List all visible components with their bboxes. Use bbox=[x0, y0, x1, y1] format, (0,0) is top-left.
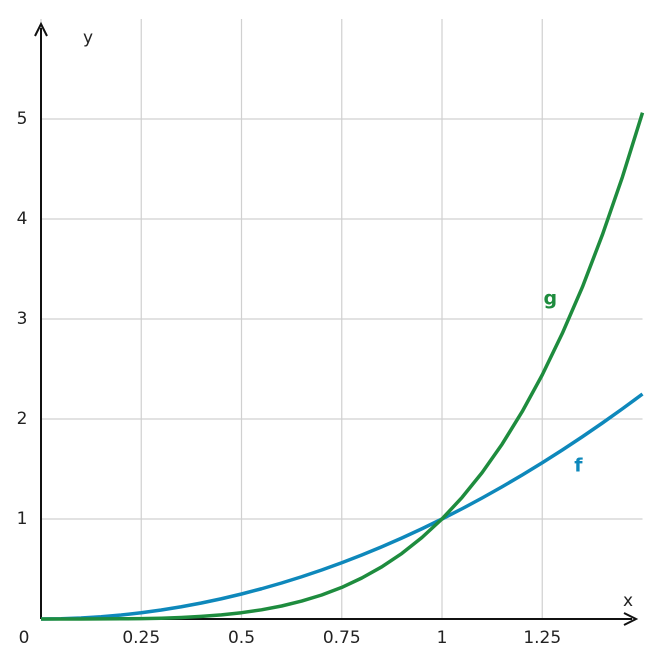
x-axis-arrow bbox=[623, 612, 639, 626]
x-tick-label: 1.25 bbox=[523, 628, 561, 648]
y-tick-label: 5 bbox=[17, 109, 28, 129]
x-axis-label: x bbox=[623, 591, 633, 611]
curve-label: f bbox=[574, 455, 583, 477]
y-axis-label: y bbox=[83, 28, 93, 48]
y-tick-label: 3 bbox=[17, 309, 28, 329]
x-tick-label: 0.5 bbox=[228, 628, 255, 648]
curve-1 bbox=[41, 112, 645, 621]
y-tick-label: 1 bbox=[17, 509, 28, 529]
x-tick-label: 0 bbox=[19, 628, 30, 648]
y-tick-label: 2 bbox=[17, 409, 28, 429]
y-axis-arrow bbox=[34, 21, 48, 37]
curve-0 bbox=[40, 392, 644, 621]
curve-label: g bbox=[543, 288, 557, 310]
x-tick-label: 0.75 bbox=[323, 628, 361, 648]
x-tick-label: 1 bbox=[437, 628, 448, 648]
x-tick-label: 0.25 bbox=[122, 628, 160, 648]
grid bbox=[40, 19, 643, 619]
y-tick-label: 4 bbox=[17, 209, 28, 229]
